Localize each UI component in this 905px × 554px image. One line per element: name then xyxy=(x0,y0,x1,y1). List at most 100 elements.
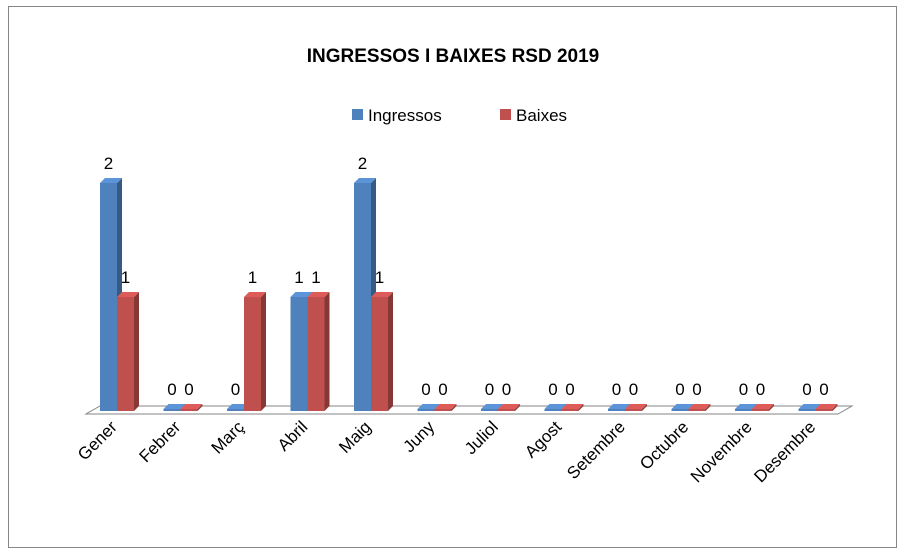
bar xyxy=(481,409,498,411)
floor xyxy=(84,405,854,415)
data-label: 1 xyxy=(121,268,130,287)
data-label: 1 xyxy=(311,268,320,287)
bar xyxy=(180,409,198,411)
bar-top xyxy=(498,404,520,409)
bar xyxy=(307,297,325,411)
bar-top xyxy=(544,404,567,409)
data-label: 0 xyxy=(819,380,828,399)
bar-top xyxy=(688,404,711,409)
data-label: 2 xyxy=(104,154,113,173)
bar xyxy=(735,409,752,411)
bar-top xyxy=(244,292,266,297)
legend-swatch xyxy=(500,109,511,120)
bar xyxy=(117,297,134,411)
data-label: 0 xyxy=(692,380,701,399)
bar xyxy=(815,409,833,411)
bar-3d xyxy=(244,292,266,411)
bar xyxy=(227,409,244,411)
bar-top xyxy=(417,404,440,409)
legend-swatch xyxy=(352,109,363,120)
bar-3d xyxy=(752,404,774,411)
bar-3d xyxy=(625,404,647,411)
bar xyxy=(608,409,625,411)
bar-top xyxy=(815,404,838,409)
bar-side xyxy=(388,292,393,411)
bar-side xyxy=(705,404,711,411)
bar-side xyxy=(134,292,139,411)
bar-top xyxy=(752,404,774,409)
bar xyxy=(671,409,689,411)
bar xyxy=(625,409,642,411)
data-label: 0 xyxy=(485,380,494,399)
bar-3d xyxy=(688,404,711,411)
bar-top xyxy=(671,404,694,409)
data-label: 0 xyxy=(231,380,240,399)
data-label: 0 xyxy=(739,380,748,399)
bar xyxy=(371,297,388,411)
bar-3d xyxy=(815,404,838,411)
bar-side xyxy=(197,404,203,411)
bar-top xyxy=(798,404,821,409)
bar-side xyxy=(515,404,520,411)
bar-top xyxy=(608,404,630,409)
data-label: 0 xyxy=(565,380,574,399)
bar-3d xyxy=(498,404,520,411)
bar-side xyxy=(451,404,457,411)
bar-side xyxy=(769,404,774,411)
data-label: 0 xyxy=(548,380,557,399)
bar-top xyxy=(735,404,757,409)
bar-3d xyxy=(434,404,457,411)
bar-top xyxy=(371,292,393,297)
bar-3d xyxy=(371,292,393,411)
bar xyxy=(798,409,816,411)
data-label: 0 xyxy=(167,380,176,399)
bar xyxy=(163,409,181,411)
data-label: 0 xyxy=(502,380,511,399)
legend-label: Baixes xyxy=(516,106,567,125)
bar xyxy=(752,409,769,411)
bar xyxy=(290,297,308,411)
bar xyxy=(100,183,117,411)
bar-top xyxy=(100,178,122,183)
bar-top xyxy=(625,404,647,409)
legend-label: Ingressos xyxy=(368,106,442,125)
bar-side xyxy=(832,404,838,411)
bar-side xyxy=(642,404,647,411)
data-label: 0 xyxy=(612,380,621,399)
bar-top xyxy=(434,404,457,409)
data-label: 1 xyxy=(248,268,257,287)
bar-top xyxy=(290,292,313,297)
data-label: 0 xyxy=(675,380,684,399)
bar-3d xyxy=(307,292,330,411)
bar-3d xyxy=(180,404,203,411)
data-label: 2 xyxy=(358,154,367,173)
bar-top xyxy=(227,404,249,409)
data-label: 0 xyxy=(802,380,811,399)
data-label: 0 xyxy=(184,380,193,399)
bar-side xyxy=(261,292,266,411)
chart-border xyxy=(8,6,897,548)
bar-top xyxy=(354,178,376,183)
data-label: 0 xyxy=(756,380,765,399)
bar xyxy=(417,409,435,411)
data-label: 0 xyxy=(421,380,430,399)
bar xyxy=(434,409,452,411)
bar-top xyxy=(163,404,186,409)
bar-top xyxy=(561,404,584,409)
bar-top xyxy=(180,404,203,409)
data-label: 0 xyxy=(438,380,447,399)
bar-side xyxy=(324,292,330,411)
bar-side xyxy=(578,404,584,411)
data-label: 1 xyxy=(375,268,384,287)
bar xyxy=(544,409,562,411)
bar xyxy=(561,409,579,411)
data-label: 0 xyxy=(629,380,638,399)
bar-top xyxy=(117,292,139,297)
bar xyxy=(688,409,706,411)
bar-3d xyxy=(117,292,139,411)
bar-top xyxy=(307,292,330,297)
data-label: 1 xyxy=(294,268,303,287)
bar-top xyxy=(481,404,503,409)
chart-title: INGRESSOS I BAIXES RSD 2019 xyxy=(307,46,600,67)
